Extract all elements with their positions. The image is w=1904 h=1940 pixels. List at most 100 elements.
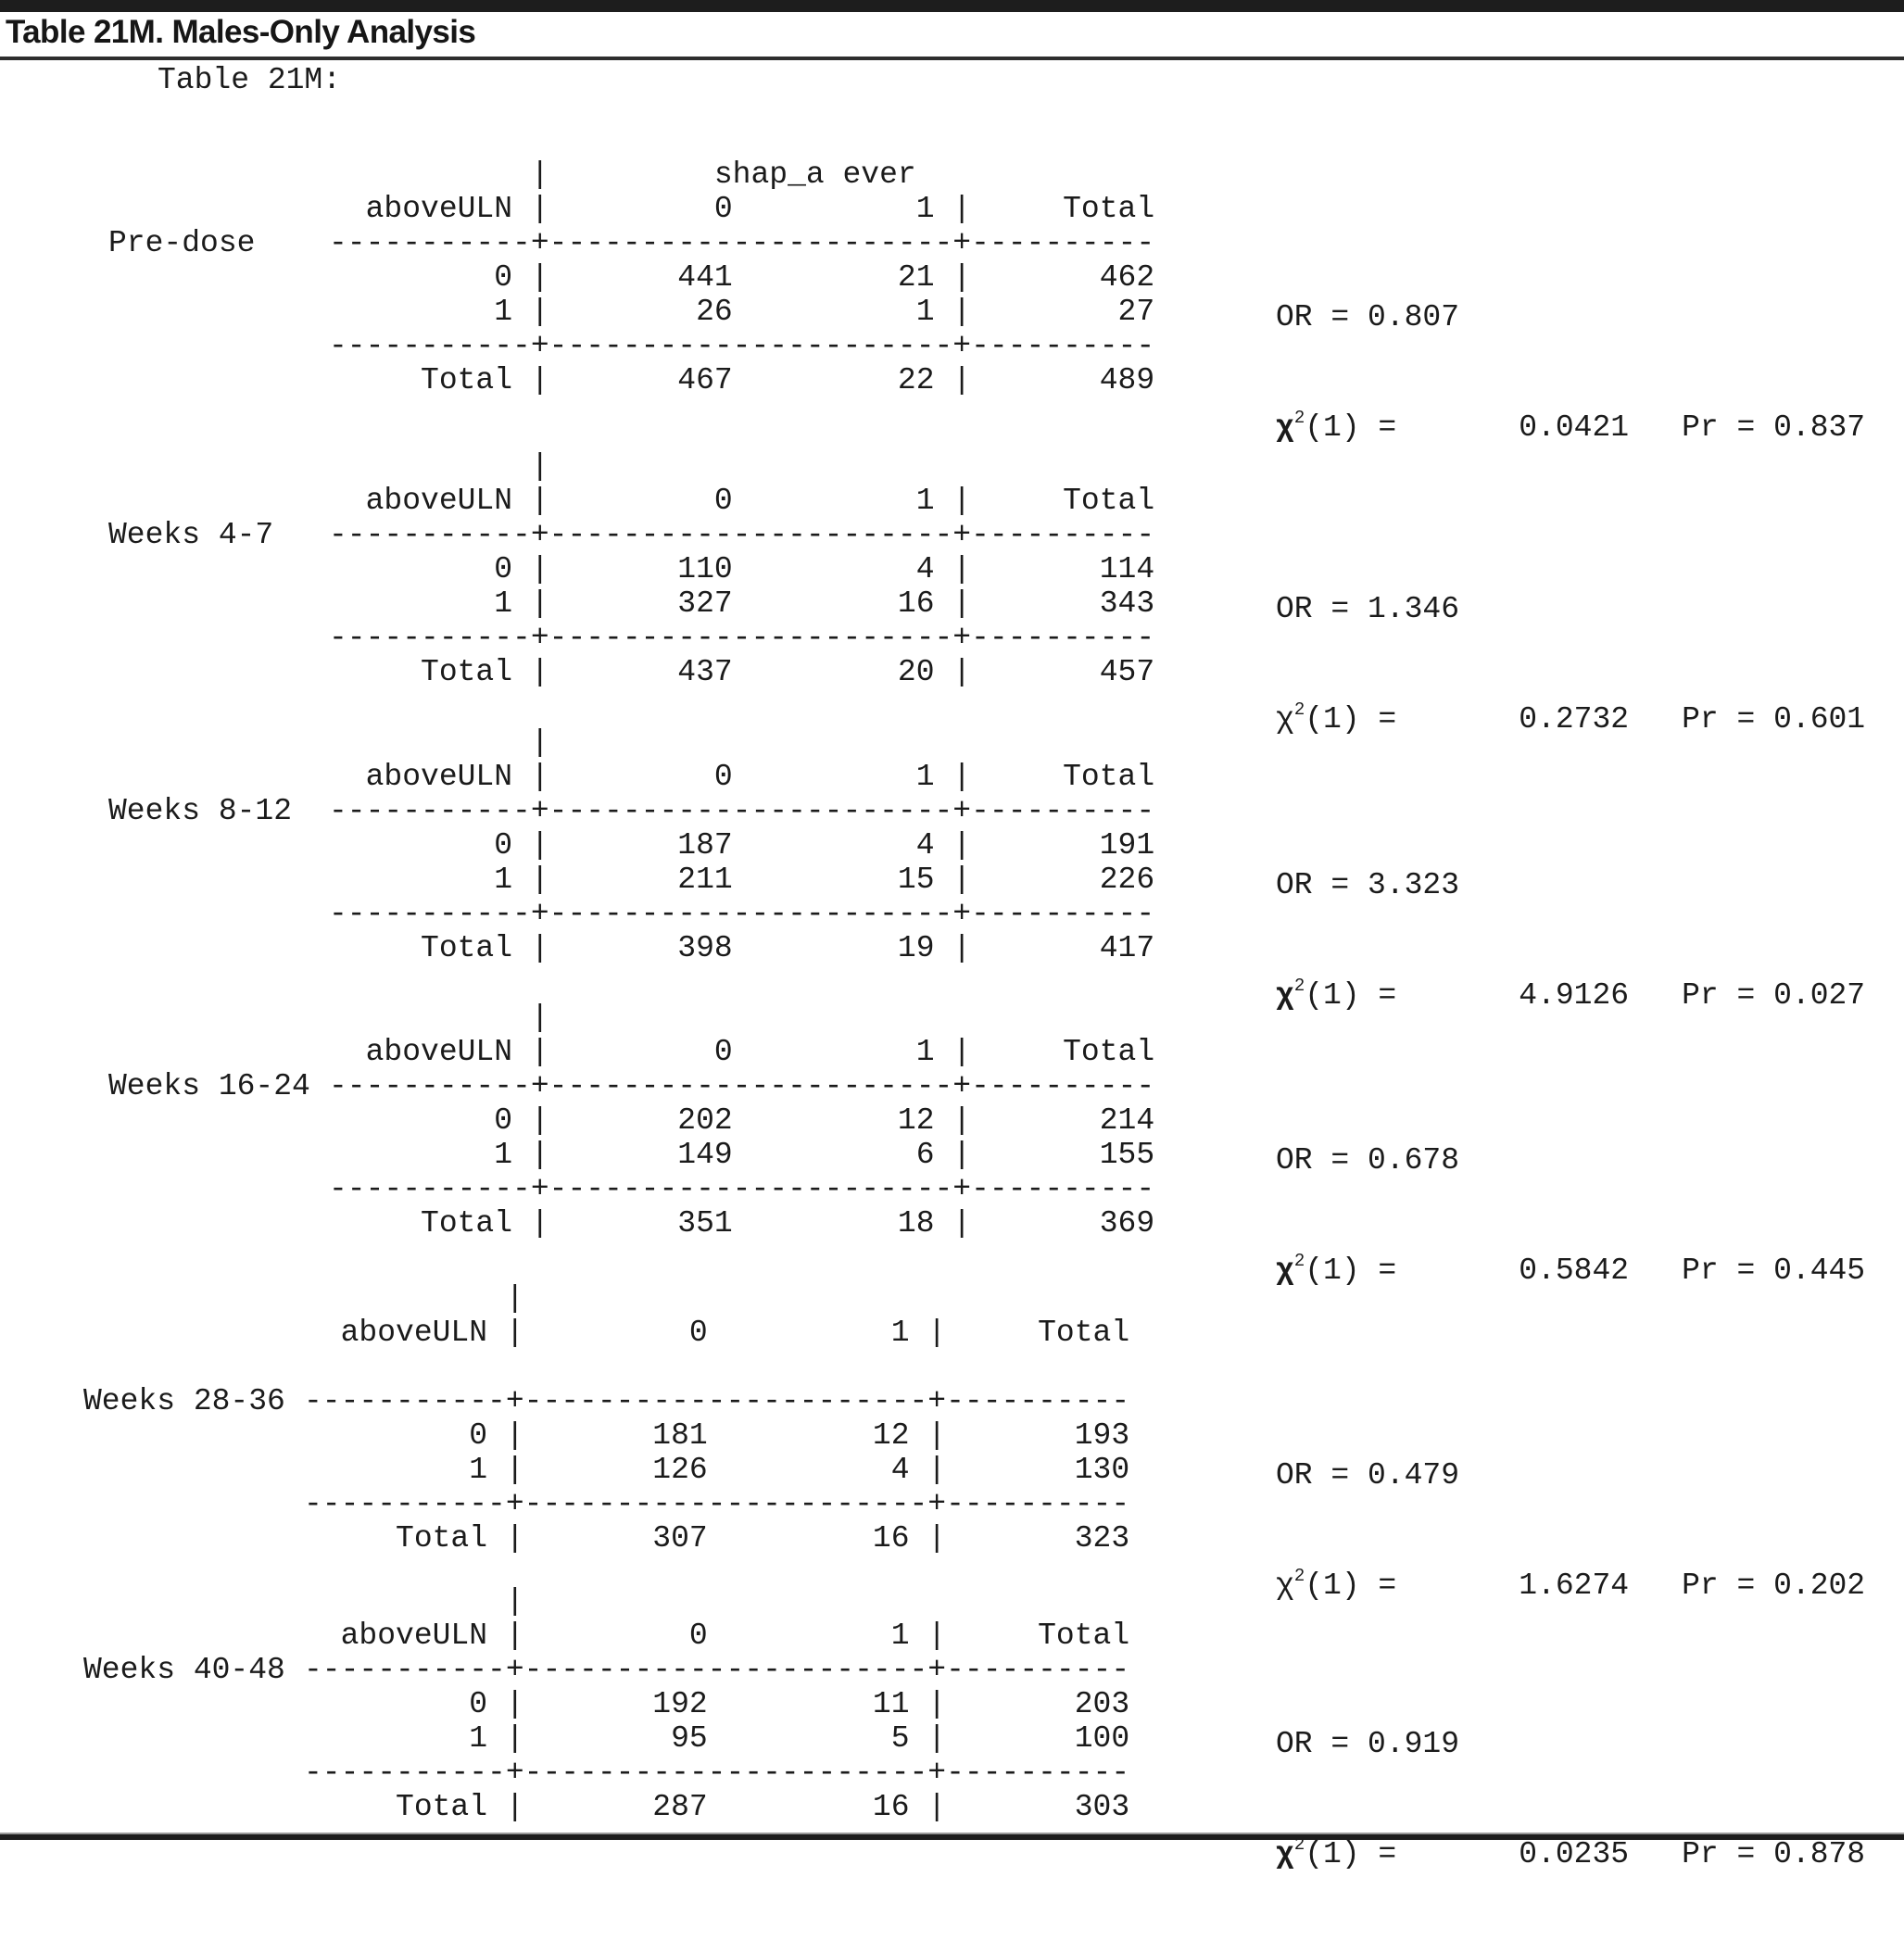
table-line: 0 | 202 12 | 214: [329, 1103, 1155, 1138]
pr-value: Pr = 0.601: [1682, 702, 1866, 737]
pr-value: Pr = 0.445: [1682, 1253, 1866, 1288]
period-label: Weeks 4-7: [108, 518, 274, 552]
table-line: Total | 437 20 | 457: [329, 655, 1155, 689]
chi-square-line: χ2(1) = 1.6274 Pr = 0.202: [1276, 1566, 1866, 1604]
table-line: 0 | 187 4 | 191: [329, 828, 1155, 863]
bottom-rule: [0, 1833, 1904, 1840]
table-line: -----------+----------------------+-----…: [329, 897, 1155, 931]
chi-superscript: 2: [1293, 699, 1305, 720]
odds-ratio-value: OR = 0.479: [1276, 1458, 1460, 1493]
chi-df-label: (1) =: [1305, 410, 1397, 445]
table-line: |: [304, 1584, 524, 1619]
period-label: Weeks 8-12: [108, 794, 293, 828]
chi-superscript: 2: [1293, 1566, 1305, 1586]
ascii-table: | aboveULN | 0 1 | Total -----------+---…: [329, 725, 1154, 965]
period-label: Weeks 40-48: [83, 1653, 285, 1687]
table-line: 1 | 26 1 | 27: [329, 295, 1155, 329]
title-underline: [0, 57, 1904, 60]
pr-value: Pr = 0.837: [1682, 410, 1866, 445]
table-line: -----------+----------------------+-----…: [329, 794, 1155, 828]
chi-square-value: 0.0235: [1519, 1837, 1630, 1871]
table-subtitle: Table 21M:: [158, 63, 342, 97]
table-line: 1 | 126 4 | 130: [304, 1453, 1130, 1487]
chi-symbol: χ: [1276, 1253, 1294, 1288]
period-label: Pre-dose: [108, 226, 256, 260]
chi-df-label: (1) =: [1305, 1253, 1397, 1288]
table-line: -----------+----------------------+-----…: [329, 621, 1155, 655]
stats-panel: OR = 0.919 χ2(1) = 0.0235 Pr = 0.878: [1276, 1658, 1865, 1940]
table-line: aboveULN | 0 1 | Total: [329, 484, 1155, 518]
chi-square-value: 4.9126: [1519, 978, 1630, 1013]
table-line: |: [329, 725, 549, 760]
table-line: aboveULN | 0 1 | Total: [304, 1316, 1130, 1350]
chi-symbol: χ: [1276, 702, 1294, 737]
chi-df-label: (1) =: [1305, 978, 1397, 1013]
period-label: Weeks 28-36: [83, 1384, 285, 1418]
table-line: [304, 1350, 1129, 1384]
chi-square-line: χ2(1) = 0.0421 Pr = 0.837: [1276, 408, 1866, 446]
table-line: -----------+----------------------+-----…: [329, 329, 1155, 363]
chi-superscript: 2: [1293, 1834, 1305, 1855]
table-line: -----------+----------------------+-----…: [329, 1172, 1155, 1206]
ascii-table: | aboveULN | 0 1 | Total -----------+---…: [304, 1281, 1129, 1556]
table-line: | shap_a ever: [329, 157, 916, 192]
table-line: -----------+----------------------+-----…: [329, 1069, 1155, 1103]
top-bar: [0, 0, 1904, 12]
stats-panel: OR = 0.807 χ2(1) = 0.0421 Pr = 0.837: [1276, 232, 1865, 513]
table-line: -----------+----------------------+-----…: [329, 518, 1155, 552]
table-line: -----------+----------------------+-----…: [329, 226, 1155, 260]
chi-df-label: (1) =: [1305, 1568, 1397, 1603]
chi-df-label: (1) =: [1305, 702, 1397, 737]
chi-square-line: χ2(1) = 4.9126 Pr = 0.027: [1276, 976, 1866, 1014]
table-line: 1 | 95 5 | 100: [304, 1721, 1130, 1756]
table-line: -----------+----------------------+-----…: [304, 1756, 1130, 1790]
stats-panel: OR = 1.346 χ2(1) = 0.2732 Pr = 0.601: [1276, 523, 1865, 805]
pr-value: Pr = 0.202: [1682, 1568, 1866, 1603]
chi-symbol: χ: [1276, 978, 1294, 1013]
table-line: Total | 307 16 | 323: [304, 1521, 1130, 1556]
page-title: Table 21M. Males-Only Analysis: [6, 14, 476, 50]
table-line: Total | 351 18 | 369: [329, 1206, 1155, 1241]
table-line: Total | 398 19 | 417: [329, 931, 1155, 965]
chi-superscript: 2: [1293, 1251, 1305, 1271]
chi-square-line: χ2(1) = 0.5842 Pr = 0.445: [1276, 1251, 1866, 1289]
chi-df-label: (1) =: [1305, 1837, 1397, 1871]
odds-ratio-value: OR = 0.807: [1276, 300, 1460, 334]
chi-symbol: χ: [1276, 410, 1294, 445]
odds-ratio-value: OR = 3.323: [1276, 868, 1460, 902]
table-line: Total | 467 22 | 489: [329, 363, 1155, 397]
chi-square-line: χ2(1) = 0.0235 Pr = 0.878: [1276, 1834, 1866, 1872]
chi-square-value: 0.5842: [1519, 1253, 1630, 1288]
table-line: 1 | 211 15 | 226: [329, 863, 1155, 897]
chi-square-value: 0.2732: [1519, 702, 1630, 737]
table-line: -----------+----------------------+-----…: [304, 1384, 1130, 1418]
table-line: aboveULN | 0 1 | Total: [329, 760, 1155, 794]
odds-ratio-value: OR = 0.919: [1276, 1727, 1460, 1761]
table-line: 0 | 441 21 | 462: [329, 260, 1155, 295]
odds-ratio-value: OR = 0.678: [1276, 1143, 1460, 1178]
table-line: -----------+----------------------+-----…: [304, 1487, 1130, 1521]
table-line: 0 | 110 4 | 114: [329, 552, 1155, 586]
period-label: Weeks 16-24: [108, 1069, 310, 1103]
table-line: |: [329, 1001, 549, 1035]
table-line: 0 | 181 12 | 193: [304, 1418, 1130, 1453]
table-line: aboveULN | 0 1 | Total: [304, 1619, 1130, 1653]
ascii-table: | aboveULN | 0 1 | Total -----------+---…: [304, 1584, 1129, 1824]
odds-ratio-value: OR = 1.346: [1276, 592, 1460, 626]
ascii-table: | aboveULN | 0 1 | Total -----------+---…: [329, 1001, 1154, 1241]
pr-value: Pr = 0.878: [1682, 1837, 1866, 1871]
table-line: |: [329, 449, 549, 484]
chi-square-value: 1.6274: [1519, 1568, 1630, 1603]
table-line: 0 | 192 11 | 203: [304, 1687, 1130, 1721]
table-line: |: [304, 1281, 524, 1316]
chi-superscript: 2: [1293, 408, 1305, 428]
chi-superscript: 2: [1293, 976, 1305, 996]
pr-value: Pr = 0.027: [1682, 978, 1866, 1013]
stats-panel: OR = 0.678 χ2(1) = 0.5842 Pr = 0.445: [1276, 1075, 1865, 1356]
chi-symbol: χ: [1276, 1837, 1294, 1871]
ascii-table: | aboveULN | 0 1 | Total -----------+---…: [329, 449, 1154, 689]
ascii-table: | shap_a ever aboveULN | 0 1 | Total ---…: [329, 157, 1154, 397]
table-line: Total | 287 16 | 303: [304, 1790, 1130, 1824]
table-line: 1 | 149 6 | 155: [329, 1138, 1155, 1172]
chi-square-line: χ2(1) = 0.2732 Pr = 0.601: [1276, 699, 1866, 737]
